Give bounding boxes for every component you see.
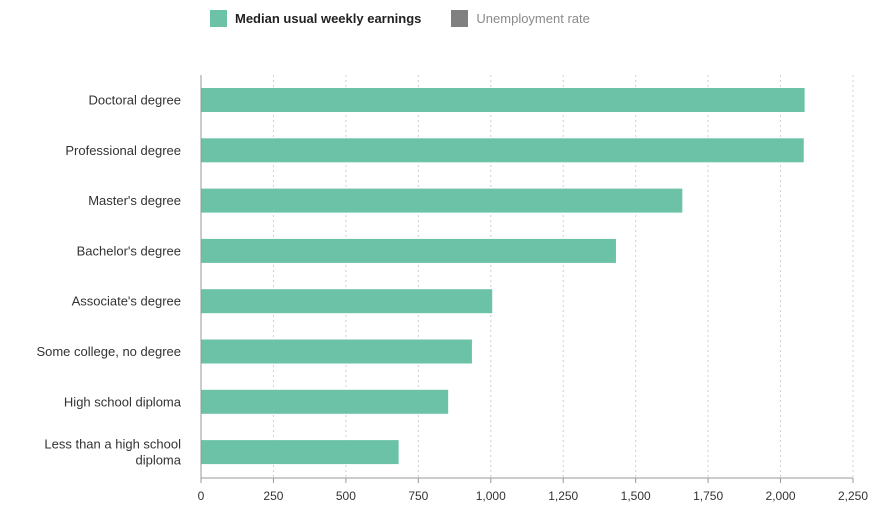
chart-legend: Median usual weekly earnings Unemploymen… (210, 10, 590, 27)
category-label-5: Some college, no degree (36, 344, 181, 359)
bar-4[interactable] (201, 289, 493, 314)
legend-swatch-earnings (210, 10, 227, 27)
legend-item-earnings[interactable]: Median usual weekly earnings (210, 10, 421, 27)
x-tick-label-1000: 1,000 (476, 489, 506, 503)
bar-2[interactable] (201, 188, 683, 213)
x-tick-label-2250: 2,250 (838, 489, 868, 503)
bar-7[interactable] (201, 440, 399, 465)
bar-0[interactable] (201, 88, 805, 112)
x-tick-label-500: 500 (336, 489, 356, 503)
x-tick-label-1750: 1,750 (693, 489, 723, 503)
bar-5[interactable] (201, 339, 472, 364)
x-tick-label-2000: 2,000 (766, 489, 796, 503)
x-tick-label-0: 0 (198, 489, 205, 503)
category-label-7-line-1: diploma (135, 453, 181, 468)
legend-item-unemployment[interactable]: Unemployment rate (451, 10, 590, 27)
x-tick-label-750: 750 (408, 489, 428, 503)
bar-3[interactable] (201, 238, 616, 263)
x-tick-label-1250: 1,250 (548, 489, 578, 503)
category-label-0: Doctoral degree (89, 93, 182, 108)
legend-swatch-unemployment (451, 10, 469, 27)
category-label-2: Master's degree (88, 193, 181, 208)
x-tick-label-250: 250 (263, 489, 283, 503)
legend-label-earnings: Median usual weekly earnings (235, 11, 422, 26)
legend-label-unemployment: Unemployment rate (476, 11, 590, 26)
category-label-6: High school diploma (64, 394, 182, 409)
category-label-1: Professional degree (65, 143, 181, 158)
category-label-7-line-0: Less than a high school (44, 437, 181, 452)
bar-1[interactable] (201, 138, 804, 163)
x-tick-label-1500: 1,500 (621, 489, 651, 503)
bar-6[interactable] (201, 389, 449, 414)
category-label-3: Bachelor's degree (77, 243, 181, 258)
category-label-4: Associate's degree (72, 294, 181, 309)
